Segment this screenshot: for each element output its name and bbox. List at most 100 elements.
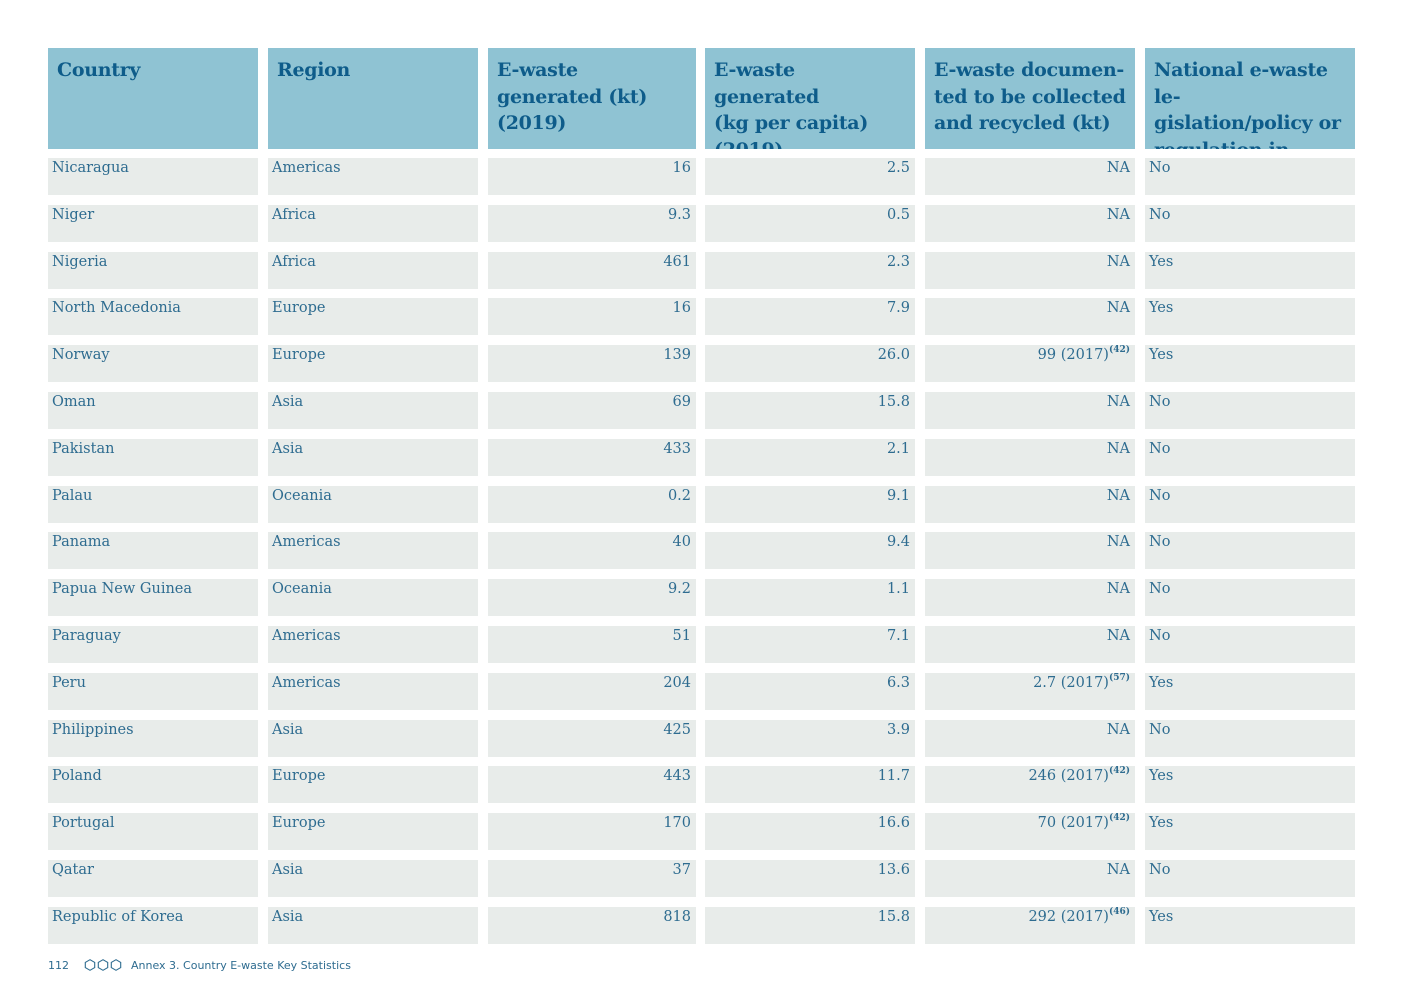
cell-per-capita-value: 2.5: [886, 160, 910, 176]
header-ewaste-collected: E-waste documen- ted to be collected and…: [925, 48, 1135, 149]
cell-region: Europe: [268, 813, 478, 851]
cell-per-capita-value: 13.6: [877, 861, 910, 878]
cell-per-capita-value: 6.3: [886, 674, 910, 691]
table-row: Republic of Korea Asia 818 15.8 292 (2017)(4…: [48, 906, 1355, 944]
cell-generated-kt-value: 818: [663, 908, 691, 925]
cell-collected-value: NA: [1106, 487, 1130, 504]
cell-generated-kt: 461: [488, 251, 696, 289]
cell-legislation-value: No: [1149, 581, 1171, 598]
cell-generated-kt-value: 443: [663, 768, 691, 785]
cell-region-value: Americas: [272, 160, 341, 176]
cell-legislation-value: Yes: [1149, 347, 1174, 364]
page-number: 112: [48, 958, 69, 972]
table-row: Papua New Guinea Oceania 9.2 1.1 NA No: [48, 579, 1355, 617]
cell-per-capita: 0.5: [705, 204, 915, 242]
cell-legislation: Yes: [1145, 672, 1355, 710]
cell-country: Papua New Guinea: [48, 579, 258, 617]
cell-generated-kt-value: 69: [672, 393, 691, 410]
cell-generated-kt: 51: [488, 625, 696, 663]
cell-per-capita: 15.8: [705, 391, 915, 429]
cell-country: Peru: [48, 672, 258, 710]
cell-legislation-value: Yes: [1149, 908, 1174, 925]
cell-legislation-value: No: [1149, 206, 1171, 223]
cell-per-capita: 3.9: [705, 719, 915, 757]
cell-collected: NA: [925, 579, 1135, 617]
cell-region: Europe: [268, 766, 478, 804]
cell-region: Oceania: [268, 485, 478, 523]
table-header-row: Country Region E-waste generated (kt) (2…: [48, 48, 1355, 149]
cell-country: North Macedonia: [48, 298, 258, 336]
footer-section-title: Annex 3. Country E-waste Key Statistics: [131, 958, 351, 972]
cell-generated-kt-value: 40: [672, 534, 691, 551]
cell-collected-value: NA: [1106, 721, 1130, 738]
footnote-reference: (42): [1108, 345, 1130, 356]
table-row: Poland Europe 443 11.7 246 (2017)(42) Yes: [48, 766, 1355, 804]
cell-legislation-value: Yes: [1149, 768, 1174, 785]
cell-legislation: No: [1145, 625, 1355, 663]
cell-collected: 246 (2017)(42): [925, 766, 1135, 804]
hexagon-icons: [84, 959, 123, 971]
cell-collected-value: NA: [1106, 160, 1130, 176]
cell-collected-value: NA: [1106, 581, 1130, 598]
cell-per-capita: 7.1: [705, 625, 915, 663]
cell-generated-kt: 16: [488, 158, 696, 195]
cell-collected-value: NA: [1106, 440, 1130, 457]
cell-generated-kt-value: 9.2: [667, 581, 691, 598]
cell-country-value: Nicaragua: [52, 160, 129, 176]
cell-legislation-value: Yes: [1149, 300, 1174, 317]
cell-region: Oceania: [268, 579, 478, 617]
cell-collected-value: NA: [1106, 393, 1130, 410]
cell-per-capita-value: 9.1: [886, 487, 910, 504]
cell-collected: NA: [925, 719, 1135, 757]
cell-region: Americas: [268, 532, 478, 570]
cell-region-value: Asia: [272, 721, 304, 738]
cell-per-capita: 9.1: [705, 485, 915, 523]
cell-legislation: No: [1145, 859, 1355, 897]
cell-country-value: Pakistan: [52, 440, 115, 457]
cell-region-value: Africa: [272, 253, 316, 270]
cell-country: Nicaragua: [48, 158, 258, 195]
footnote-reference: (57): [1108, 672, 1130, 683]
cell-collected: NA: [925, 625, 1135, 663]
cell-country-value: Republic of Korea: [52, 908, 184, 925]
cell-generated-kt: 433: [488, 438, 696, 476]
cell-generated-kt: 0.2: [488, 485, 696, 523]
cell-per-capita-value: 16.6: [877, 815, 910, 832]
cell-legislation-value: No: [1149, 393, 1171, 410]
cell-per-capita: 13.6: [705, 859, 915, 897]
cell-generated-kt-value: 16: [672, 160, 691, 176]
cell-generated-kt: 9.2: [488, 579, 696, 617]
cell-generated-kt-value: 425: [663, 721, 691, 738]
cell-legislation: Yes: [1145, 906, 1355, 944]
cell-country-value: North Macedonia: [52, 300, 181, 317]
cell-legislation-value: No: [1149, 440, 1171, 457]
cell-collected: NA: [925, 859, 1135, 897]
cell-collected-value: 2.7 (2017): [1033, 674, 1109, 691]
cell-generated-kt-value: 170: [663, 815, 691, 832]
cell-legislation-value: No: [1149, 861, 1171, 878]
table-row: Nicaragua Americas 16 2.5 NA No: [48, 158, 1355, 195]
cell-country-value: Niger: [52, 206, 95, 223]
cell-per-capita-value: 9.4: [886, 534, 910, 551]
cell-generated-kt: 425: [488, 719, 696, 757]
cell-legislation-value: Yes: [1149, 674, 1174, 691]
cell-country-value: Nigeria: [52, 253, 108, 270]
cell-legislation: No: [1145, 719, 1355, 757]
cell-per-capita: 9.4: [705, 532, 915, 570]
cell-region: Asia: [268, 906, 478, 944]
cell-region-value: Asia: [272, 908, 304, 925]
table-row: Oman Asia 69 15.8 NA No: [48, 391, 1355, 429]
cell-per-capita: 16.6: [705, 813, 915, 851]
cell-country: Panama: [48, 532, 258, 570]
cell-legislation-value: Yes: [1149, 815, 1174, 832]
table-row: Qatar Asia 37 13.6 NA No: [48, 859, 1355, 897]
cell-country: Norway: [48, 345, 258, 383]
cell-generated-kt-value: 139: [663, 347, 691, 364]
cell-region-value: Americas: [272, 534, 341, 551]
cell-region-value: Asia: [272, 393, 304, 410]
cell-generated-kt: 37: [488, 859, 696, 897]
cell-region: Asia: [268, 391, 478, 429]
cell-generated-kt-value: 37: [672, 861, 691, 878]
cell-legislation: No: [1145, 532, 1355, 570]
cell-generated-kt: 40: [488, 532, 696, 570]
